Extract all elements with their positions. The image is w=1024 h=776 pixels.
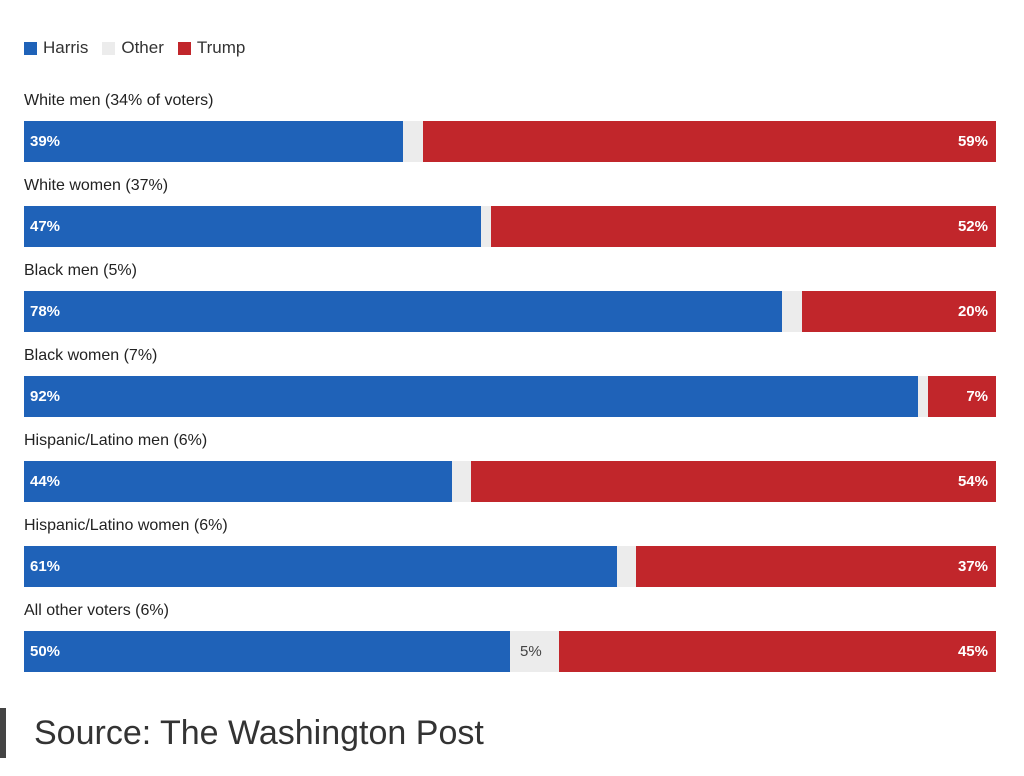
value-label-trump: 52% <box>957 218 988 235</box>
legend-label-harris: Harris <box>43 38 89 57</box>
bar-harris <box>24 206 481 247</box>
row-label: White women (37%) <box>24 177 169 194</box>
row-label: White men (34% of voters) <box>24 92 214 109</box>
row-label: Hispanic/Latino women (6%) <box>24 517 228 534</box>
bar-trump <box>559 631 996 672</box>
value-label-harris: 50% <box>30 643 61 660</box>
value-label-harris: 92% <box>30 388 61 405</box>
value-label-harris: 78% <box>30 303 61 320</box>
bar-row: 47% 52% <box>24 206 996 247</box>
bar-harris <box>24 546 617 587</box>
legend-label-trump: Trump <box>196 38 246 57</box>
value-label-trump: 37% <box>957 558 988 575</box>
bar-row: 92% 7% <box>24 376 996 417</box>
row-label: All other voters (6%) <box>24 602 169 619</box>
bar-harris <box>24 461 452 502</box>
value-label-harris: 39% <box>30 133 61 150</box>
bar-trump <box>636 546 996 587</box>
value-label-harris: 61% <box>30 558 61 575</box>
legend-label-other: Other <box>121 38 164 57</box>
bar-row: 78% 20% <box>24 291 996 332</box>
bar-row: 39% 59% <box>24 121 996 162</box>
stacked-bar-chart: Harris Other Trump White men (34% of vot… <box>24 38 996 672</box>
value-label-trump: 20% <box>957 303 988 320</box>
legend: Harris Other Trump <box>24 38 259 58</box>
value-label-trump: 45% <box>957 643 988 660</box>
bar-trump <box>423 121 996 162</box>
bar-harris <box>24 291 782 332</box>
bar-harris <box>24 631 510 672</box>
row-label: Black men (5%) <box>24 262 137 279</box>
bar-row: 44% 54% <box>24 461 996 502</box>
bar-trump <box>802 291 996 332</box>
row-label: Hispanic/Latino men (6%) <box>24 432 208 449</box>
value-label-other: 5% <box>520 643 542 660</box>
value-label-harris: 44% <box>30 473 61 490</box>
legend-item-harris: Harris <box>24 38 88 58</box>
legend-swatch-other <box>102 41 116 55</box>
value-label-harris: 47% <box>30 218 61 235</box>
value-label-trump: 7% <box>966 388 988 405</box>
legend-swatch-trump <box>177 41 191 55</box>
bar-trump <box>491 206 996 247</box>
source-caption: Source: The Washington Post <box>34 714 484 752</box>
bar-trump <box>471 461 996 502</box>
bar-row: 50% 45% 5% <box>24 631 996 672</box>
legend-item-other: Other <box>102 38 164 58</box>
legend-item-trump: Trump <box>177 38 246 58</box>
source-accent-bar <box>0 708 6 758</box>
bar-trump <box>928 376 996 417</box>
bar-harris <box>24 121 403 162</box>
bar-harris <box>24 376 918 417</box>
row-label: Black women (7%) <box>24 347 158 364</box>
bar-row: 61% 37% <box>24 546 996 587</box>
value-label-trump: 54% <box>957 473 988 490</box>
value-label-trump: 59% <box>957 133 988 150</box>
legend-swatch-harris <box>24 41 37 55</box>
